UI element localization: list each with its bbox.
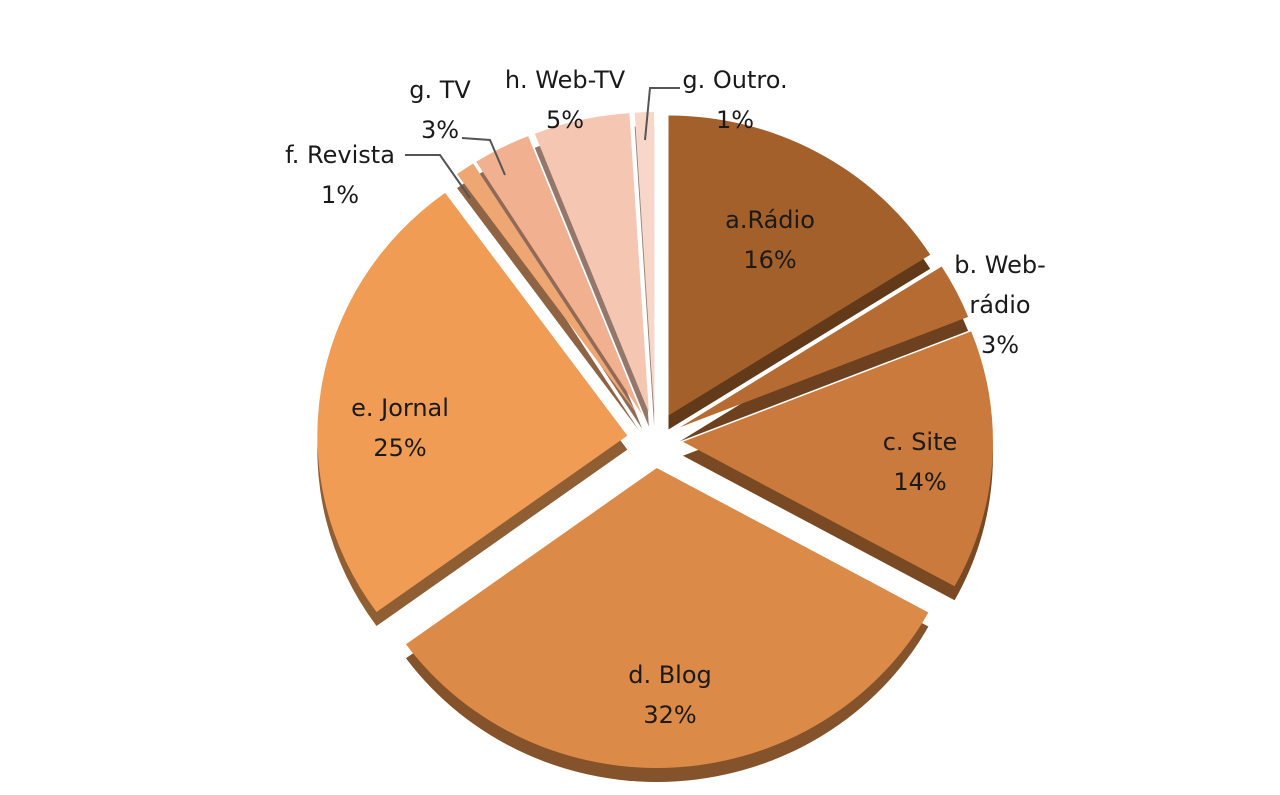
slice-label: f. Revista 1%	[285, 135, 395, 215]
slice-label: a.Rádio 16%	[725, 200, 815, 280]
leader-line	[461, 137, 506, 176]
slice	[405, 467, 929, 768]
leader-line	[644, 87, 680, 141]
category-label: h. Web-TV	[504, 66, 626, 94]
slice	[317, 192, 628, 612]
value-label: 3%	[980, 331, 1020, 359]
slice	[682, 331, 993, 587]
value-label: 1%	[320, 181, 360, 209]
value-label: 14%	[893, 468, 947, 496]
slice	[476, 136, 643, 416]
slice-side	[457, 177, 640, 431]
value-label: 5%	[545, 106, 585, 134]
slice-label: g. Outro. 1%	[682, 60, 787, 140]
category-label: g. Outro.	[682, 66, 788, 94]
slice-label: d. Blog 32%	[628, 655, 712, 735]
slice-label: h. Web-TV 5%	[505, 60, 625, 140]
slice	[534, 113, 649, 413]
slice	[668, 115, 931, 416]
category-label: b. Web-rádio	[954, 251, 1046, 319]
category-label: e. Jornal	[351, 394, 449, 422]
category-label: f. Revista	[285, 141, 395, 169]
value-label: 32%	[643, 701, 697, 729]
leader-line	[405, 154, 471, 199]
slice	[634, 112, 655, 413]
value-label: 3%	[420, 116, 460, 144]
slice-label: g. TV 3%	[409, 70, 471, 150]
category-label: a.Rádio	[725, 206, 815, 234]
category-label: d. Blog	[628, 661, 712, 689]
category-label: g. TV	[409, 76, 471, 104]
slice	[679, 266, 969, 428]
slice-label: e. Jornal 25%	[351, 388, 449, 468]
slice	[457, 163, 640, 417]
slice-label: b. Web-rádio 3%	[945, 245, 1055, 365]
category-label: c. Site	[882, 428, 958, 456]
value-label: 16%	[743, 246, 797, 274]
value-label: 1%	[715, 106, 755, 134]
slice-label: c. Site 14%	[883, 422, 958, 502]
value-label: 25%	[373, 434, 427, 462]
